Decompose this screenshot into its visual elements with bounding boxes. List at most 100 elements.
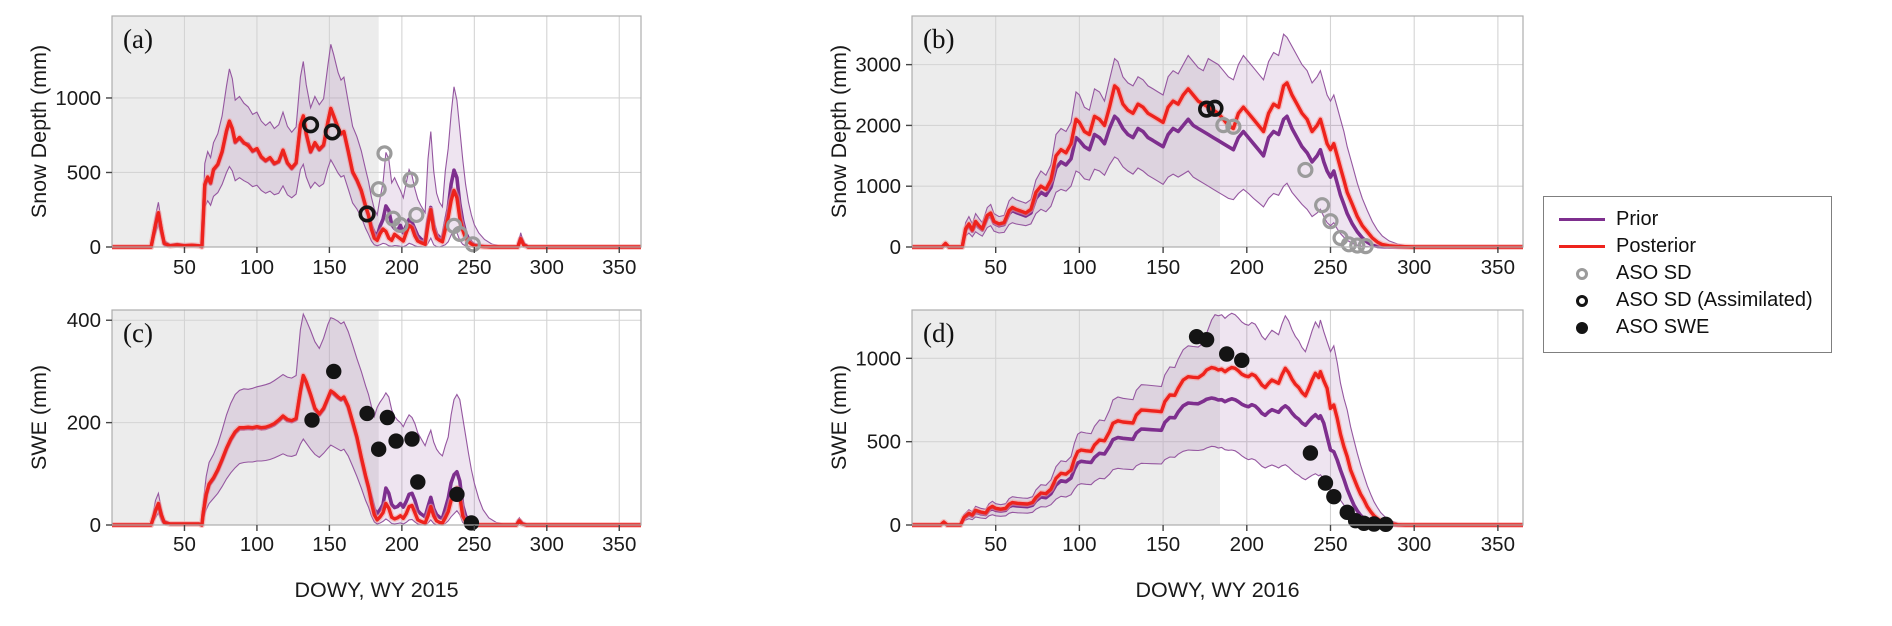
ensemble-band-upper-edge (912, 312, 1523, 526)
x-tick-label: 150 (312, 256, 346, 279)
aso-sd-assimilated-marker (1206, 99, 1224, 117)
aso-swe-marker (1302, 445, 1319, 461)
aso-sd-assimilated-marker (1198, 100, 1216, 118)
panel-d-plot: 50 100 150 200 250 300 350 0 500 1000 (d) SWE (mm) D… (827, 309, 1524, 602)
panel-c-plot: 50 100 150 200 250 300 350 0 200 400 (c) SWE (mm) DO… (27, 309, 642, 602)
legend-item-label: ASO SD (1616, 262, 1692, 284)
y-axis-label: SWE (mm) (827, 365, 851, 470)
legend-item: Prior (1556, 206, 1813, 233)
aso-sd-marker (408, 206, 425, 224)
panel-letter: (d) (923, 318, 954, 348)
y-tick-label: 0 (890, 514, 901, 537)
aso-sd-marker (1225, 118, 1242, 135)
aso-swe-marker (326, 363, 342, 380)
aso-swe-marker (370, 441, 387, 457)
legend-item: ASO SD (Assimilated) (1556, 287, 1813, 314)
x-tick-label: 250 (1313, 256, 1347, 279)
x-tick-label: 350 (1481, 533, 1515, 556)
aso-sd-marker (1314, 197, 1331, 214)
legend-line-swatch (1556, 244, 1608, 249)
legend-item-label: ASO SD (Assimilated) (1616, 289, 1813, 311)
x-tick-label: 250 (1313, 533, 1347, 556)
aso-swe-marker (410, 474, 426, 490)
y-tick-label: 0 (90, 514, 101, 537)
x-tick-label: 50 (984, 256, 1007, 279)
aso-sd-marker (1357, 238, 1374, 255)
axes-box (111, 15, 642, 248)
y-tick-label: 400 (67, 309, 101, 332)
panel-b-plot: 50 100 150 200 250 300 350 0 1000 2000 3000 (b) Snow… (827, 15, 1524, 279)
aso-swe-marker (1234, 352, 1250, 369)
x-tick-label: 100 (240, 533, 274, 556)
y-tick-label: 1000 (855, 347, 901, 370)
y-tick-label: 500 (867, 431, 901, 454)
x-tick-label: 350 (1481, 256, 1515, 279)
aso-swe-marker (1378, 516, 1394, 533)
open-circle-icon (1576, 294, 1588, 307)
x-tick-label: 50 (173, 533, 196, 556)
assimilation-window-shading (112, 310, 379, 525)
legend-item: ASO SD (1556, 260, 1813, 287)
column-wy2016: 50 100 150 200 250 300 350 0 1000 2000 3000 (b) Snow… (655, 0, 1535, 626)
aso-swe-marker (1198, 331, 1215, 348)
x-tick-label: 100 (1062, 256, 1096, 279)
posterior-line (112, 106, 641, 249)
y-tick-label: 500 (67, 161, 101, 184)
posterior-line-swatch (1559, 244, 1605, 249)
y-tick-label: 1000 (55, 87, 101, 110)
aso-sd-marker (1297, 161, 1314, 179)
aso-swe-marker (379, 409, 396, 426)
x-tick-label: 200 (1230, 533, 1264, 556)
x-tick-label: 100 (240, 256, 274, 279)
legend-item: Posterior (1556, 233, 1813, 260)
aso-sd-assimilated-marker (323, 123, 341, 141)
x-axis-label: DOWY, WY 2016 (1135, 578, 1299, 602)
y-tick-label: 200 (67, 412, 101, 435)
x-tick-label: 350 (602, 533, 636, 556)
aso-sd-marker (1215, 117, 1232, 134)
x-tick-label: 300 (1397, 533, 1431, 556)
x-tick-label: 150 (312, 533, 346, 556)
panel-letter: (c) (123, 318, 153, 348)
panel-d: 50 100 150 200 250 300 350 0 500 1000 (d) SWE (mm) D… (655, 300, 1535, 626)
aso-sd-marker (464, 236, 481, 253)
ensemble-band-lower-edge (912, 156, 1523, 248)
x-tick-label: 300 (530, 256, 564, 279)
aso-sd-assimilated-marker (301, 116, 320, 134)
x-tick-label: 150 (1146, 533, 1180, 556)
panel-letter: (b) (923, 24, 954, 54)
x-tick-label: 250 (457, 256, 491, 279)
x-tick-label: 300 (530, 533, 564, 556)
x-tick-label: 150 (1146, 256, 1180, 279)
x-tick-label: 50 (984, 533, 1007, 556)
x-tick-label: 200 (385, 256, 419, 279)
legend-item-label: Posterior (1616, 235, 1697, 257)
aso-swe-marker (1219, 346, 1235, 362)
legend-item-label: ASO SWE (1616, 316, 1710, 338)
aso-sd-marker (1349, 237, 1366, 254)
y-axis-label: Snow Depth (mm) (827, 45, 851, 218)
x-tick-label: 300 (1397, 256, 1431, 279)
legend-line-swatch (1556, 217, 1608, 222)
aso-sd-marker (1340, 236, 1358, 253)
legend-marker-swatch (1556, 321, 1608, 334)
posterior-line (912, 81, 1523, 249)
y-tick-label: 1000 (855, 175, 901, 198)
x-tick-label: 100 (1062, 533, 1096, 556)
y-axis-label: SWE (mm) (27, 365, 51, 470)
aso-swe-marker (304, 412, 320, 428)
y-tick-label: 3000 (855, 54, 901, 77)
legend-item-label: Prior (1616, 208, 1659, 230)
legend-marker-swatch (1556, 294, 1608, 307)
aso-sd-marker (370, 181, 387, 198)
legend-marker-swatch (1556, 267, 1608, 280)
x-tick-label: 200 (1230, 256, 1264, 279)
x-tick-label: 200 (385, 533, 419, 556)
legend-item: ASO SWE (1556, 314, 1813, 341)
aso-sd-marker (402, 171, 419, 188)
legend-column: Prior Posterior ASO SD ASO SD (Assimilated)… (1535, 0, 1892, 626)
open-circle-icon (1576, 267, 1588, 280)
ensemble-band (112, 44, 641, 247)
x-axis-label: DOWY, WY 2015 (294, 578, 458, 602)
